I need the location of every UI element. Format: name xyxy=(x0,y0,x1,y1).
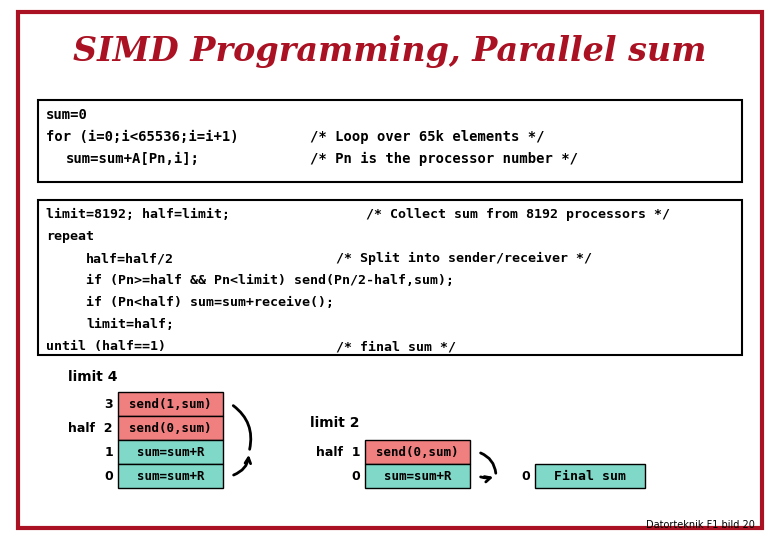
Bar xyxy=(535,464,645,488)
Bar xyxy=(365,440,470,464)
Text: sum=sum+A[Pn,i];: sum=sum+A[Pn,i]; xyxy=(66,152,200,166)
Text: /* final sum */: /* final sum */ xyxy=(336,340,456,353)
Text: /* Loop over 65k elements */: /* Loop over 65k elements */ xyxy=(310,130,544,144)
Text: Final sum: Final sum xyxy=(554,469,626,483)
Bar xyxy=(38,200,742,355)
Text: sum=sum+R: sum=sum+R xyxy=(384,469,452,483)
Text: limit=8192; half=limit;: limit=8192; half=limit; xyxy=(46,208,230,221)
Text: /* Pn is the processor number */: /* Pn is the processor number */ xyxy=(310,152,578,166)
Text: sum=0: sum=0 xyxy=(46,108,88,122)
Text: half  2: half 2 xyxy=(69,422,113,435)
Text: /* Collect sum from 8192 processors */: /* Collect sum from 8192 processors */ xyxy=(366,208,670,221)
Text: SIMD Programming, Parallel sum: SIMD Programming, Parallel sum xyxy=(73,36,707,69)
Text: send(0,sum): send(0,sum) xyxy=(129,422,211,435)
Bar xyxy=(118,392,223,416)
Text: send(0,sum): send(0,sum) xyxy=(376,446,459,458)
Text: 0: 0 xyxy=(521,469,530,483)
Text: sum=sum+R: sum=sum+R xyxy=(136,469,204,483)
Text: 0: 0 xyxy=(351,469,360,483)
Text: /* Split into sender/receiver */: /* Split into sender/receiver */ xyxy=(336,252,592,265)
Text: sum=sum+R: sum=sum+R xyxy=(136,446,204,458)
Text: 0: 0 xyxy=(105,469,113,483)
Text: limit 4: limit 4 xyxy=(68,370,118,384)
Text: Datorteknik F1 bild 20: Datorteknik F1 bild 20 xyxy=(646,520,755,530)
Bar xyxy=(118,416,223,440)
Text: limit 2: limit 2 xyxy=(310,416,360,430)
Text: limit=half;: limit=half; xyxy=(86,318,174,331)
Text: half  1: half 1 xyxy=(315,446,360,458)
Text: for (i=0;i<65536;i=i+1): for (i=0;i<65536;i=i+1) xyxy=(46,130,239,144)
Text: if (Pn>=half && Pn<limit) send(Pn/2-half,sum);: if (Pn>=half && Pn<limit) send(Pn/2-half… xyxy=(86,274,454,287)
Text: half=half/2: half=half/2 xyxy=(86,252,174,265)
Text: if (Pn<half) sum=sum+receive();: if (Pn<half) sum=sum+receive(); xyxy=(86,296,334,309)
Bar xyxy=(365,464,470,488)
Text: send(1,sum): send(1,sum) xyxy=(129,397,211,410)
Text: 3: 3 xyxy=(105,397,113,410)
Text: 1: 1 xyxy=(105,446,113,458)
Bar xyxy=(38,100,742,182)
Bar xyxy=(118,440,223,464)
Text: until (half==1): until (half==1) xyxy=(46,340,166,353)
Bar xyxy=(118,464,223,488)
Text: repeat: repeat xyxy=(46,230,94,243)
